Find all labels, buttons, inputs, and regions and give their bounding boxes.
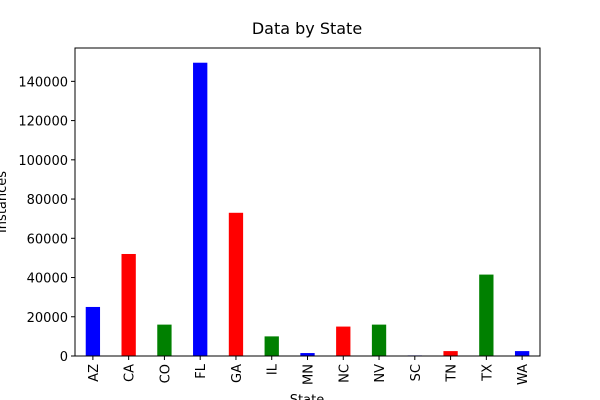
bar [193, 62, 208, 356]
x-tick-label: IL [266, 363, 281, 375]
x-tick-label: GA [230, 364, 245, 383]
y-tick-label: 140000 [18, 75, 68, 90]
x-tick-label: FL [194, 363, 209, 378]
x-tick-label: CO [158, 364, 173, 383]
bar [85, 306, 101, 356]
y-tick-label: 80000 [27, 193, 68, 208]
y-tick-label: 0 [60, 350, 68, 365]
bar [121, 253, 136, 356]
x-tick-label: NV [373, 364, 388, 383]
bar [479, 274, 494, 356]
bar [336, 326, 351, 356]
x-axis-label: State [290, 393, 324, 400]
bar [228, 212, 244, 356]
bar [264, 336, 279, 356]
x-tick-label: NC [337, 364, 352, 383]
x-tick-label: SC [409, 364, 424, 381]
y-tick-label: 120000 [18, 115, 68, 130]
bar [157, 324, 172, 356]
plot-frame [74, 47, 541, 357]
y-tick-label: 60000 [27, 232, 68, 247]
y-tick-label: 40000 [27, 272, 68, 287]
bar [443, 351, 458, 356]
x-tick-label: TN [445, 364, 460, 383]
x-tick-label: WA [516, 364, 531, 385]
x-tick-label: MN [302, 364, 317, 385]
bar [300, 353, 315, 356]
x-tick-label: CA [123, 364, 138, 382]
x-tick-label: AZ [87, 364, 102, 382]
y-axis-label: Instances [0, 171, 10, 233]
bar [514, 351, 530, 356]
chart-title: Data by State [252, 19, 362, 38]
bar [371, 324, 387, 356]
y-tick-label: 100000 [18, 154, 68, 169]
y-tick-label: 20000 [27, 311, 68, 326]
x-tick-label: TX [480, 364, 495, 382]
